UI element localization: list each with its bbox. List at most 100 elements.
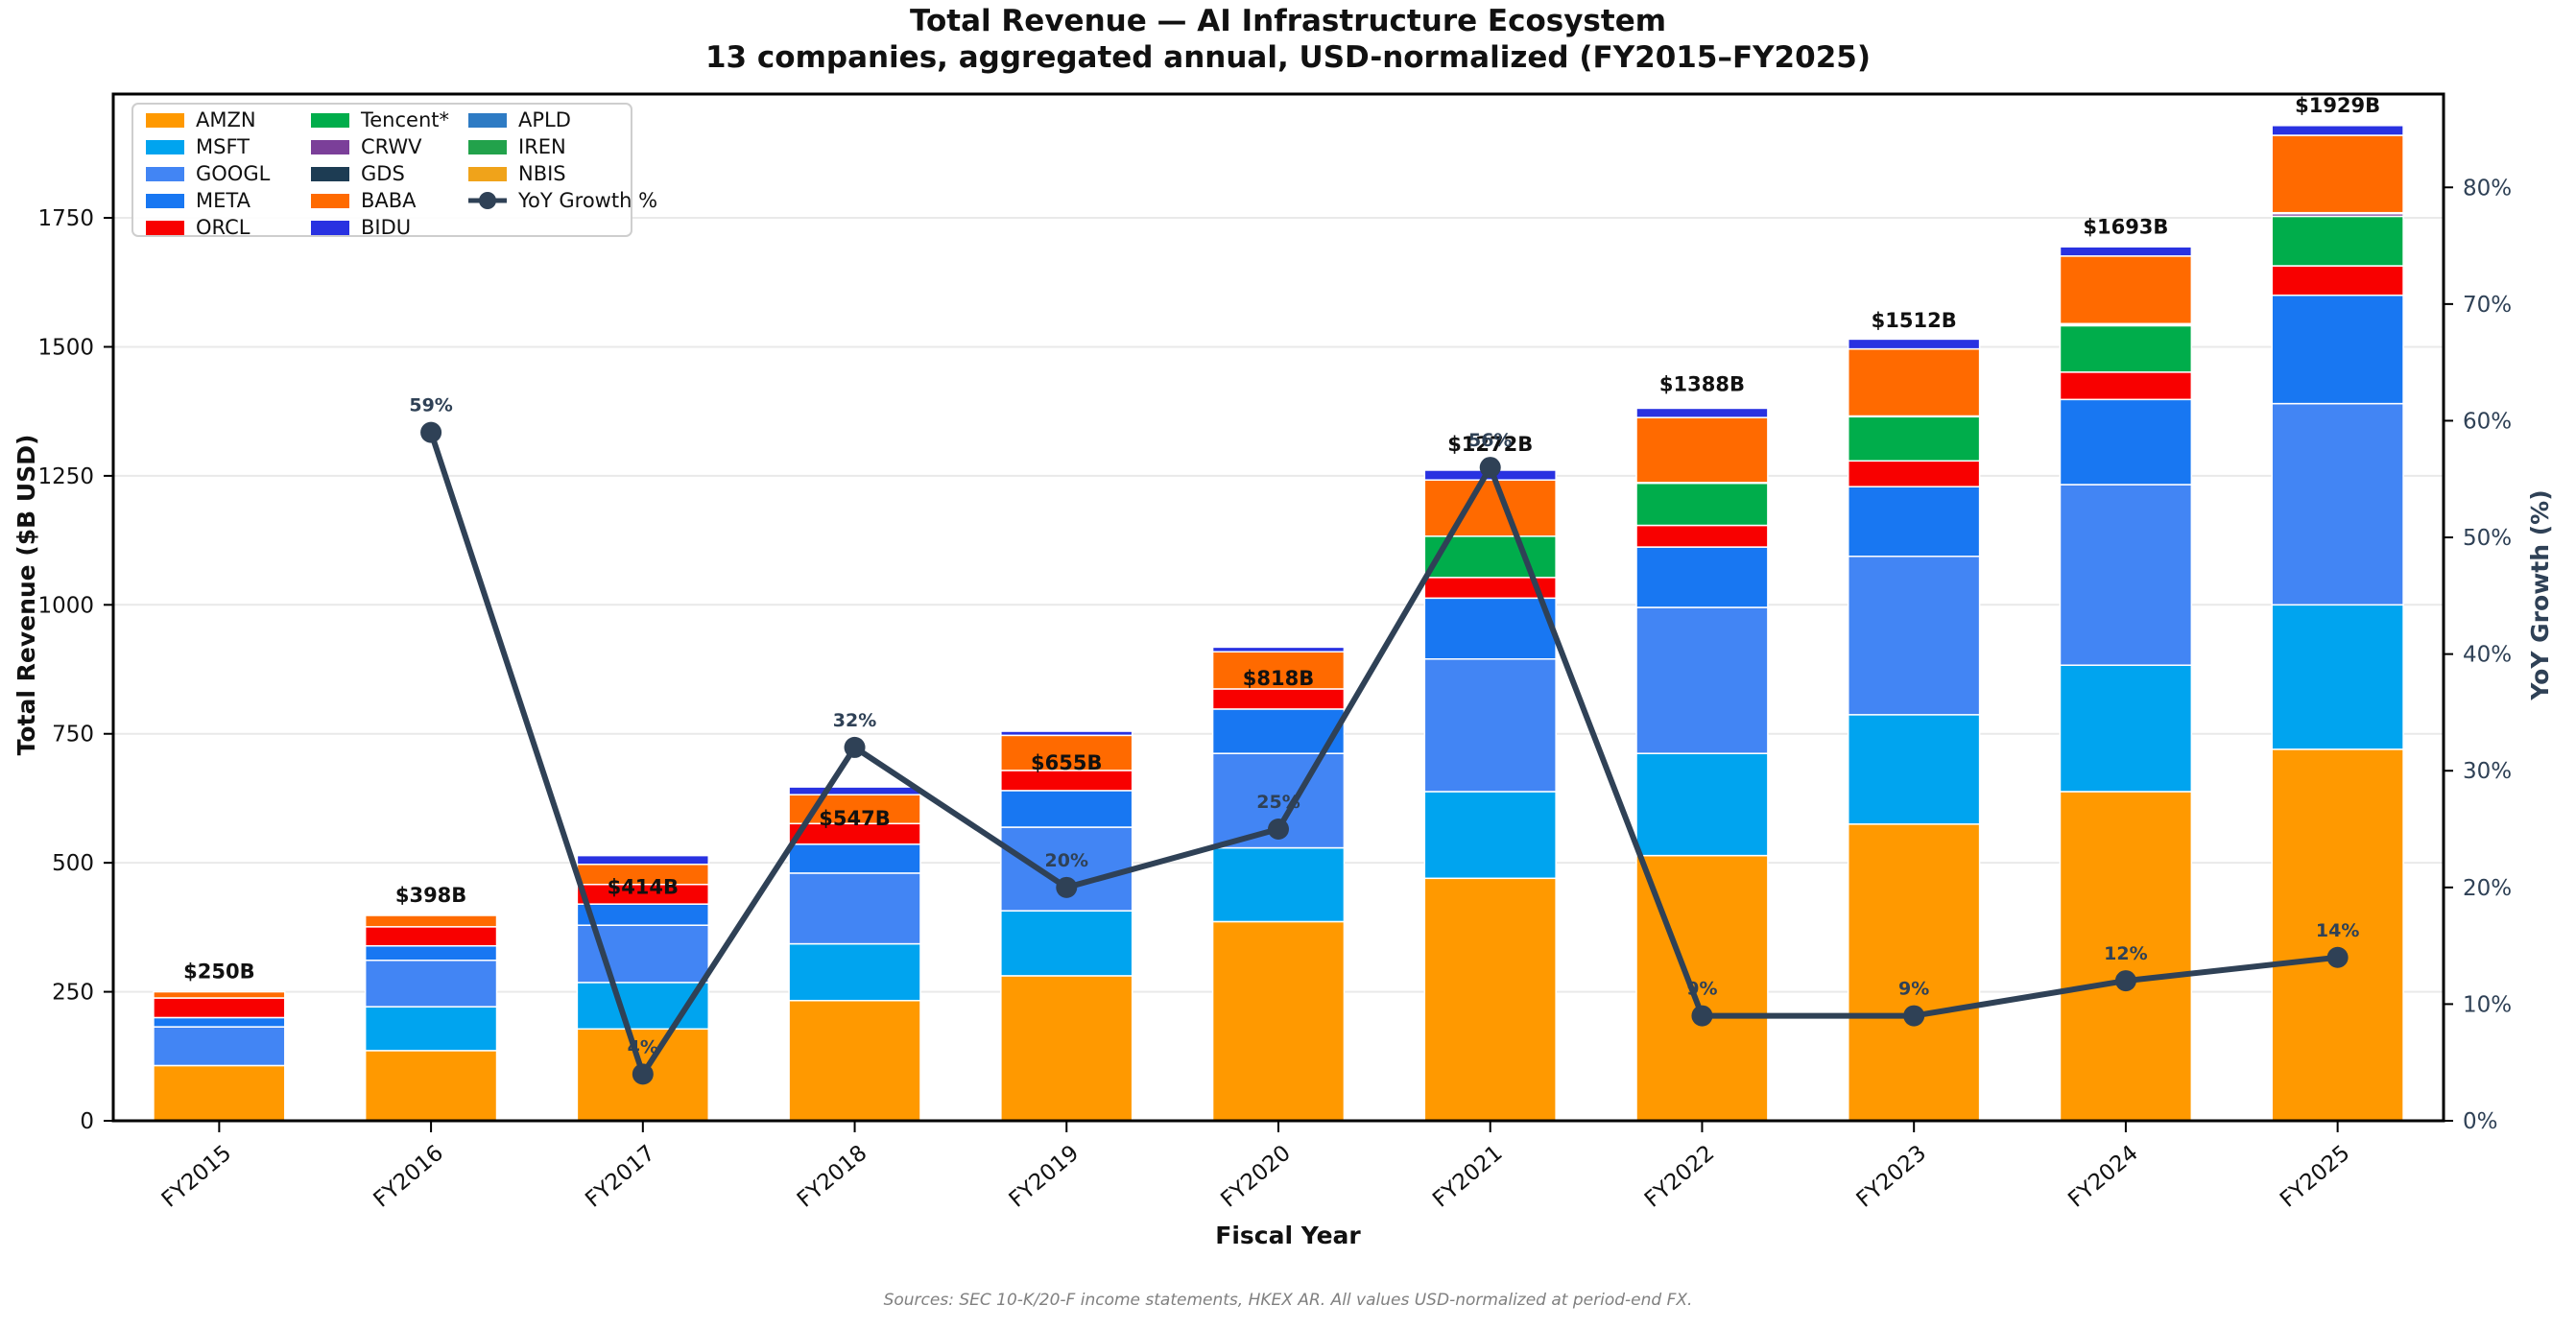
bar-segment-GOOGL-FY2018[interactable] bbox=[788, 872, 921, 945]
bar-segment-AMZN-FY2018[interactable] bbox=[788, 999, 921, 1122]
bar-segment-META-FY2017[interactable] bbox=[576, 903, 709, 926]
bar-segment-Tencent*-FY2023[interactable] bbox=[1848, 415, 1981, 463]
bar-segment-ORCL-FY2023[interactable] bbox=[1848, 460, 1981, 487]
bar-segment-AMZN-FY2021[interactable] bbox=[1423, 877, 1557, 1122]
bar-segment-BIDU-FY2024[interactable] bbox=[2059, 246, 2193, 257]
bar-segment-Tencent*-FY2025[interactable] bbox=[2271, 215, 2404, 267]
bar-segment-META-FY2019[interactable] bbox=[1000, 790, 1133, 828]
bar-segment-META-FY2025[interactable] bbox=[2271, 294, 2404, 405]
bar-segment-AMZN-FY2023[interactable] bbox=[1848, 823, 1981, 1122]
bar-segment-BABA-FY2022[interactable] bbox=[1635, 416, 1769, 484]
bar-group-FY2015[interactable] bbox=[153, 990, 286, 1122]
legend-item-CRWV[interactable]: CRWV bbox=[311, 135, 422, 158]
bar-segment-MSFT-FY2024[interactable] bbox=[2059, 664, 2193, 793]
yoy-growth-marker[interactable] bbox=[1903, 1005, 1925, 1027]
bar-segment-META-FY2016[interactable] bbox=[364, 944, 498, 961]
bar-segment-MSFT-FY2021[interactable] bbox=[1423, 791, 1557, 880]
legend-item-MSFT[interactable]: MSFT bbox=[146, 135, 250, 158]
bar-group-FY2020[interactable] bbox=[1211, 646, 1346, 1122]
bar-segment-ORCL-FY2024[interactable] bbox=[2059, 371, 2193, 401]
legend-item-APLD[interactable]: APLD bbox=[468, 108, 571, 131]
bar-segment-GOOGL-FY2023[interactable] bbox=[1848, 556, 1981, 716]
bar-segment-MSFT-FY2019[interactable] bbox=[1000, 910, 1133, 977]
bar-group-FY2025[interactable] bbox=[2271, 125, 2404, 1122]
yoy-growth-marker[interactable] bbox=[2114, 970, 2136, 992]
bar-segment-BIDU-FY2017[interactable] bbox=[576, 854, 709, 866]
yoy-growth-marker[interactable] bbox=[2326, 946, 2349, 968]
yoy-growth-marker[interactable] bbox=[1479, 457, 1501, 479]
bar-segment-BABA-FY2024[interactable] bbox=[2059, 255, 2193, 325]
bar-group-FY2021[interactable] bbox=[1423, 469, 1557, 1122]
bar-segment-Tencent*-FY2024[interactable] bbox=[2059, 324, 2193, 373]
legend-item-Tencent*[interactable]: Tencent* bbox=[311, 108, 449, 131]
bar-segment-AMZN-FY2025[interactable] bbox=[2271, 748, 2404, 1122]
yoy-growth-marker[interactable] bbox=[1691, 1005, 1713, 1027]
bar-segment-GOOGL-FY2016[interactable] bbox=[364, 960, 498, 1008]
legend-item-NBIS[interactable]: NBIS bbox=[468, 162, 566, 185]
bar-segment-GOOGL-FY2015[interactable] bbox=[153, 1026, 286, 1067]
bar-segment-BABA-FY2023[interactable] bbox=[1848, 347, 1981, 417]
legend-item-AMZN[interactable]: AMZN bbox=[146, 108, 256, 131]
yoy-growth-marker[interactable] bbox=[844, 736, 866, 758]
bar-segment-ORCL-FY2020[interactable] bbox=[1211, 688, 1346, 710]
bar-segment-BIDU-FY2025[interactable] bbox=[2271, 125, 2404, 136]
bar-segment-GOOGL-FY2025[interactable] bbox=[2271, 402, 2404, 606]
bar-segment-META-FY2021[interactable] bbox=[1423, 597, 1557, 660]
bar-group-FY2022[interactable] bbox=[1635, 407, 1769, 1122]
bar-segment-BIDU-FY2018[interactable] bbox=[788, 786, 921, 795]
bar-segment-META-FY2020[interactable] bbox=[1211, 708, 1346, 754]
bar-segment-MSFT-FY2016[interactable] bbox=[364, 1006, 498, 1052]
bar-segment-BIDU-FY2020[interactable] bbox=[1211, 646, 1346, 653]
legend-item-GDS[interactable]: GDS bbox=[311, 162, 405, 185]
legend-item-BABA[interactable]: BABA bbox=[311, 189, 417, 212]
bar-group-FY2016[interactable] bbox=[364, 914, 498, 1122]
legend-item-IREN[interactable]: IREN bbox=[468, 135, 566, 158]
bar-segment-GOOGL-FY2024[interactable] bbox=[2059, 484, 2193, 666]
bar-segment-ORCL-FY2025[interactable] bbox=[2271, 265, 2404, 297]
bar-segment-BIDU-FY2023[interactable] bbox=[1848, 338, 1981, 350]
yoy-growth-marker[interactable] bbox=[1268, 819, 1289, 841]
chart-legend[interactable]: AMZN MSFT GOOGL META ORCL Tencent* CRWV GDS BABA… bbox=[131, 103, 657, 239]
legend-item-GOOGL[interactable]: GOOGL bbox=[146, 162, 271, 185]
legend-swatch-MSFT bbox=[146, 140, 184, 154]
bar-segment-MSFT-FY2020[interactable] bbox=[1211, 846, 1346, 923]
legend-item-yoy-growth[interactable]: YoY Growth % bbox=[468, 189, 657, 212]
legend-item-ORCL[interactable]: ORCL bbox=[146, 216, 250, 239]
bar-group-FY2024[interactable] bbox=[2059, 246, 2193, 1122]
bar-segment-META-FY2024[interactable] bbox=[2059, 398, 2193, 486]
legend-item-BIDU[interactable]: BIDU bbox=[311, 216, 411, 239]
bar-segment-MSFT-FY2018[interactable] bbox=[788, 942, 921, 1002]
yoy-growth-marker[interactable] bbox=[632, 1063, 654, 1085]
bar-segment-META-FY2022[interactable] bbox=[1635, 546, 1769, 608]
bar-segment-AMZN-FY2016[interactable] bbox=[364, 1050, 498, 1122]
bar-segment-ORCL-FY2015[interactable] bbox=[153, 997, 286, 1019]
bar-segment-BABA-FY2020[interactable] bbox=[1211, 651, 1346, 690]
bar-segment-Tencent*-FY2022[interactable] bbox=[1635, 482, 1769, 527]
bar-segment-GOOGL-FY2021[interactable] bbox=[1423, 658, 1557, 793]
bar-group-FY2023[interactable] bbox=[1848, 338, 1981, 1122]
bar-segment-BABA-FY2021[interactable] bbox=[1423, 479, 1557, 537]
bar-group-FY2019[interactable] bbox=[1000, 730, 1133, 1122]
bar-segment-GOOGL-FY2022[interactable] bbox=[1635, 606, 1769, 754]
bar-segment-BIDU-FY2019[interactable] bbox=[1000, 730, 1133, 737]
bar-segment-META-FY2023[interactable] bbox=[1848, 486, 1981, 558]
bar-segment-AMZN-FY2020[interactable] bbox=[1211, 920, 1346, 1122]
bar-segment-ORCL-FY2016[interactable] bbox=[364, 926, 498, 947]
bar-segment-BABA-FY2016[interactable] bbox=[364, 914, 498, 928]
yoy-growth-marker[interactable] bbox=[1056, 876, 1078, 898]
bar-segment-ORCL-FY2022[interactable] bbox=[1635, 524, 1769, 548]
bar-segment-BABA-FY2019[interactable] bbox=[1000, 734, 1133, 771]
legend-item-META[interactable]: META bbox=[146, 189, 251, 212]
bar-segment-META-FY2018[interactable] bbox=[788, 843, 921, 874]
bar-segment-MSFT-FY2025[interactable] bbox=[2271, 604, 2404, 750]
bar-segment-MSFT-FY2023[interactable] bbox=[1848, 714, 1981, 825]
bar-segment-BABA-FY2025[interactable] bbox=[2271, 134, 2404, 214]
bar-segment-BIDU-FY2022[interactable] bbox=[1635, 407, 1769, 418]
bar-segment-AMZN-FY2019[interactable] bbox=[1000, 975, 1133, 1122]
bar-segment-MSFT-FY2022[interactable] bbox=[1635, 752, 1769, 857]
bar-group-FY2018[interactable] bbox=[788, 786, 921, 1122]
bar-segment-AMZN-FY2015[interactable] bbox=[153, 1064, 286, 1122]
bar-segment-META-FY2015[interactable] bbox=[153, 1016, 286, 1028]
bar-segment-BABA-FY2015[interactable] bbox=[153, 990, 286, 999]
yoy-growth-marker[interactable] bbox=[420, 421, 442, 443]
